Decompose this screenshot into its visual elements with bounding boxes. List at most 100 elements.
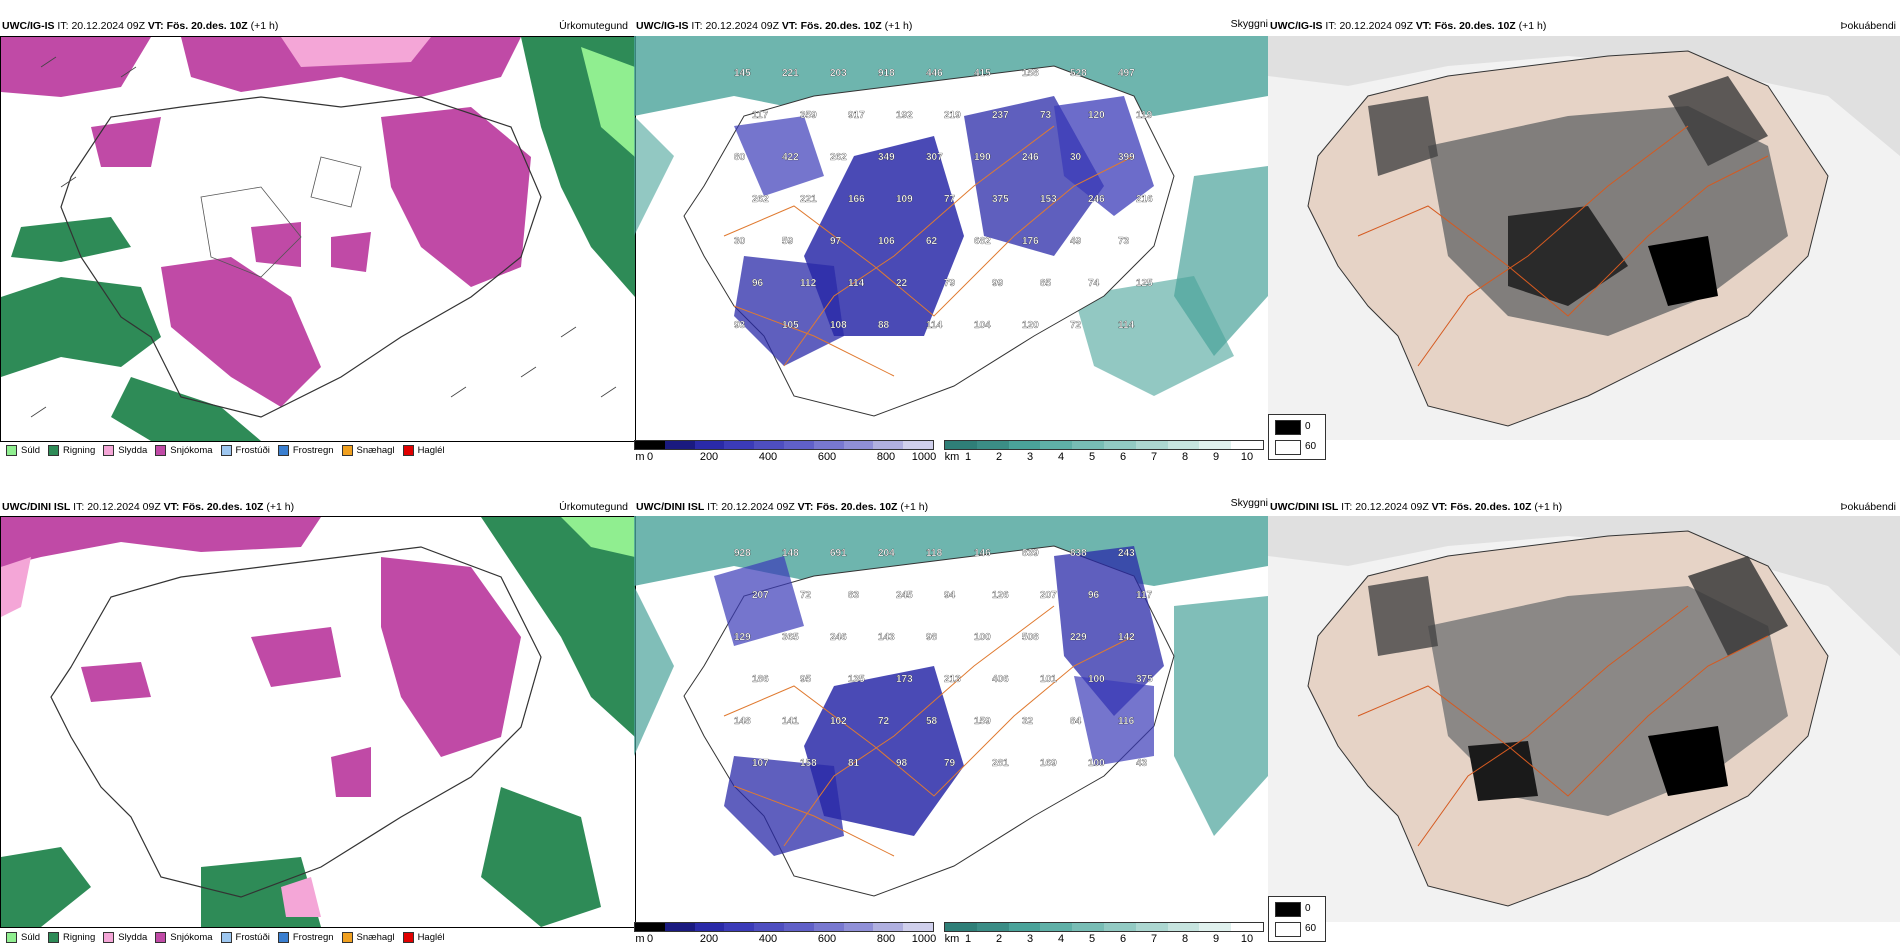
cloud-base-label: 112: [800, 278, 817, 289]
fog-legend-light-label: 60: [1305, 441, 1317, 452]
cloud-base-label: 79: [944, 758, 956, 769]
cloud-base-label: 72: [800, 590, 812, 601]
cloud-base-label: 246: [1022, 152, 1039, 163]
cloud-base-label: 422: [782, 152, 799, 163]
cloud-map[interactable]: 928 148 691 204 118 146 839 838 243 207 72 83 245 94 1…: [634, 516, 1268, 922]
cloud-base-label: 73: [1040, 110, 1052, 121]
cloud-base-label: 918: [878, 68, 895, 79]
legend-item: Snæhagl: [341, 932, 395, 943]
visibility-scale-bar: [944, 922, 1264, 932]
cloud-base-label: 917: [848, 110, 865, 121]
cloud-base-label: 73: [1118, 236, 1130, 247]
cloud-base-label: 120: [1088, 110, 1105, 121]
panel-right-title: Úrkomutegund: [559, 20, 628, 32]
scale-tick: 0: [646, 933, 654, 945]
cloud-base-label: 169: [1040, 758, 1057, 769]
cloud-base-label: 72: [1070, 320, 1082, 331]
cloud-base-label: 213: [944, 674, 961, 685]
cloud-base-label: 88: [878, 320, 890, 331]
cloud-base-label: 126: [992, 590, 1009, 601]
precip-map[interactable]: [0, 516, 636, 928]
panel-right-title: Þokuábendi: [1840, 20, 1896, 32]
visibility-scale-ticks: km 1 2 3 4 5 6 7 8 9 10: [944, 450, 1264, 464]
cloud-base-label: 221: [800, 194, 817, 205]
cloud-base-label: 207: [1040, 590, 1057, 601]
visibility-scale: km 1 2 3 4 5 6 7 8 9 10: [944, 440, 1264, 464]
legend-swatch: [277, 445, 289, 456]
cloud-base-label: 62: [926, 236, 938, 247]
cloud-base-label: 446: [926, 68, 943, 79]
height-scale: m 0 200 400 600 800 1000: [634, 922, 937, 946]
legend-item: Snjókoma: [155, 445, 213, 456]
cloud-base-label: 129: [734, 632, 751, 643]
precip-map[interactable]: [0, 36, 636, 442]
cloud-base-label: 100: [974, 632, 991, 643]
panel-title: UWC/IG-IS IT: 20.12.2024 09Z VT: Fös. 20…: [636, 20, 912, 32]
fog-legend-dark-label: 0: [1305, 421, 1311, 432]
cloud-map-svg: 145 221 203 918 446 415 158 528 497 117 359 917 192 2…: [634, 36, 1268, 417]
cloud-base-label: 245: [896, 590, 913, 601]
cloud-base-label: 93: [734, 320, 746, 331]
scale-tick: 400: [758, 451, 778, 463]
fog-map-svg: [1268, 516, 1900, 907]
scale-tick: 1: [964, 933, 972, 945]
legend-item: Súld: [6, 445, 40, 456]
visibility-scale: km 1 2 3 4 5 6 7 8 9 10: [944, 922, 1264, 946]
legend-item: Slydda: [103, 445, 147, 456]
cloud-map[interactable]: 145 221 203 918 446 415 158 528 497 117 359 917 192 2…: [634, 36, 1268, 440]
it-label: IT:: [57, 20, 69, 32]
cloud-base-label: 375: [992, 194, 1009, 205]
panel-right-title: Skyggni: [1230, 18, 1268, 30]
cloud-base-label: 95: [800, 674, 812, 685]
cloud-base-label: 84: [1070, 716, 1082, 727]
scale-tick: 0: [646, 451, 654, 463]
panel-title: UWC/DINI ISL IT: 20.12.2024 09Z VT: Fös.…: [1270, 501, 1562, 513]
it-label: IT:: [73, 501, 85, 513]
cloud-base-label: 30: [1070, 152, 1082, 163]
it-value: 20.12.2024 09Z: [1339, 20, 1413, 32]
cloud-base-label: 117: [752, 110, 769, 121]
legend-swatch: [341, 445, 353, 456]
fog-legend-dark-swatch: [1275, 902, 1301, 917]
vt-value: Fös. 20.des. 10Z: [166, 20, 248, 32]
scale-tick: 9: [1212, 933, 1220, 945]
cloud-labels: 928 148 691 204 118 146 839 838 243 207 72 83 245 94 1…: [734, 548, 1153, 769]
cloud-base-label: 221: [782, 68, 799, 79]
cloud-base-label: 173: [896, 674, 913, 685]
precip-panel-2: UWC/DINI ISL IT: 20.12.2024 09Z VT: Fös.…: [0, 494, 636, 950]
cloud-base-label: 153: [1040, 194, 1057, 205]
model-name: UWC/DINI ISL: [1270, 501, 1339, 513]
cloud-base-label: 125: [1136, 278, 1153, 289]
cloud-base-label: 117: [1136, 590, 1153, 601]
cloud-base-label: 219: [944, 110, 961, 121]
legend-item: Rigning: [48, 445, 95, 456]
legend-swatch: [6, 932, 17, 943]
precip-panel-1: UWC/IG-IS IT: 20.12.2024 09Z VT: Fös. 20…: [0, 14, 636, 466]
cloud-base-label: 100: [1088, 674, 1105, 685]
cloud-base-label: 72: [878, 716, 890, 727]
legend-item: Frostúði: [220, 932, 270, 943]
legend-item: Snjókoma: [155, 932, 213, 943]
cloud-map-svg: 928 148 691 204 118 146 839 838 243 207 72 83 245 94 1…: [634, 516, 1268, 897]
fog-map[interactable]: [1268, 516, 1900, 922]
legend-swatch: [103, 932, 115, 943]
lead-time: (+1 h): [266, 501, 295, 513]
lead-time: (+1 h): [900, 501, 929, 513]
legend-item: Snæhagl: [341, 445, 395, 456]
cloud-base-label: 928: [734, 548, 751, 559]
cloud-base-label: 307: [926, 152, 943, 163]
scale-tick: 9: [1212, 451, 1220, 463]
scale-tick: 8: [1181, 451, 1189, 463]
scale-tick: 1000: [911, 451, 937, 463]
cloud-base-label: 49: [1070, 236, 1082, 247]
cloud-base-label: 43: [1136, 758, 1148, 769]
vt-label: VT:: [1431, 501, 1448, 513]
vt-value: Fös. 20.des. 10Z: [182, 501, 264, 513]
scale-tick: 2: [995, 933, 1003, 945]
fog-map[interactable]: [1268, 36, 1900, 440]
height-scale-bar: [634, 922, 934, 932]
scale-tick: 1000: [911, 933, 937, 945]
scale-tick: 200: [699, 933, 719, 945]
precip-map-svg: [1, 517, 635, 927]
height-scale-ticks: m 0 200 400 600 800 1000: [634, 932, 937, 946]
